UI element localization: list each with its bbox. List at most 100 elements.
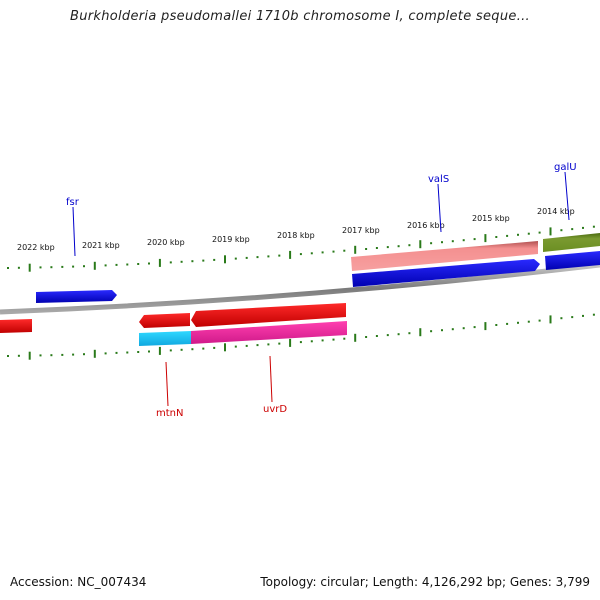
label-galU[interactable]: galU — [554, 162, 577, 173]
inner-scale-minor-tick — [148, 350, 150, 353]
label-fsr[interactable]: fsr — [66, 197, 80, 208]
scale-label-2017: 2017 kbp — [342, 226, 380, 235]
outer-scale-minor-tick — [83, 265, 85, 268]
inner-scale-minor-tick — [278, 342, 281, 345]
forward-strand — [36, 233, 600, 303]
feature-valS-pink[interactable] — [351, 241, 538, 271]
inner-scale-minor-tick — [299, 341, 302, 344]
feature-uvrD-magenta[interactable] — [191, 321, 347, 344]
inner-scale-minor-tick — [397, 333, 400, 336]
inner-scale-minor-tick — [495, 324, 498, 326]
outer-scale-minor-tick — [234, 257, 237, 260]
outer-scale-major-tick — [549, 227, 552, 236]
inner-scale-minor-tick — [386, 334, 389, 337]
feature-mtnN-cyan[interactable] — [139, 331, 191, 346]
inner-scale-major-tick — [549, 315, 552, 324]
scale-labels: 2022 kbp 2021 kbp 2020 kbp 2019 kbp 2018… — [17, 207, 575, 252]
outer-scale-minor-tick — [408, 244, 411, 247]
outer-scale-minor-tick — [50, 266, 53, 269]
inner-scale-minor-tick — [560, 317, 563, 320]
inner-scale-minor-tick — [538, 319, 541, 322]
inner-scale-minor-tick — [571, 316, 574, 319]
outer-scale-ticks — [7, 225, 595, 272]
label-uvrD[interactable]: uvrD — [263, 404, 287, 415]
outer-scale-minor-tick — [343, 249, 346, 252]
inner-scale-minor-tick — [213, 346, 216, 349]
outer-scale-minor-tick — [245, 256, 248, 259]
outer-scale-major-tick — [158, 258, 161, 267]
map-title: Burkholderia pseudomallei 1710b chromoso… — [69, 9, 530, 24]
inner-scale-minor-tick — [104, 352, 107, 355]
gene-mtnN[interactable] — [139, 313, 190, 328]
scale-label-2021: 2021 kbp — [82, 241, 120, 250]
inner-scale-major-tick — [158, 346, 161, 355]
inner-scale-minor-tick — [50, 354, 53, 357]
inner-scale-minor-tick — [234, 345, 237, 348]
inner-scale-minor-tick — [256, 344, 259, 347]
scale-label-2016: 2016 kbp — [407, 221, 445, 230]
outer-scale-minor-tick — [115, 263, 118, 266]
outer-scale-minor-tick — [571, 228, 574, 231]
inner-scale-minor-tick — [462, 327, 465, 330]
outer-scale-minor-tick — [332, 250, 335, 253]
scale-label-2020: 2020 kbp — [147, 238, 185, 247]
label-mtnN[interactable]: mtnN — [156, 408, 183, 419]
inner-scale-minor-tick — [61, 353, 64, 356]
inner-scale-minor-tick — [137, 351, 140, 353]
leader-galU — [564, 171, 570, 221]
scale-label-2022: 2022 kbp — [17, 243, 55, 252]
inner-scale-minor-tick — [72, 353, 75, 356]
outer-scale-minor-tick — [299, 253, 302, 256]
inner-scale-minor-tick — [191, 348, 194, 351]
gene-valS[interactable] — [352, 259, 540, 287]
outer-scale-minor-tick — [213, 258, 216, 261]
inner-scale-minor-tick — [83, 353, 85, 356]
inner-scale-minor-tick — [245, 344, 248, 347]
outer-scale-minor-tick — [39, 266, 42, 269]
outer-scale-minor-tick — [451, 240, 454, 243]
inner-scale-major-tick — [224, 343, 226, 352]
outer-scale-minor-tick — [582, 226, 584, 229]
scale-label-2014: 2014 kbp — [537, 207, 575, 216]
outer-scale-major-tick — [484, 234, 487, 243]
gene-labels: fsr valS galU mtnN uvrD — [66, 162, 577, 419]
inner-scale-minor-tick — [267, 343, 270, 346]
gene-fsr[interactable] — [36, 290, 117, 303]
outer-scale-minor-tick — [560, 229, 563, 232]
gene-uvrD[interactable] — [191, 303, 346, 327]
leader-fsr — [72, 206, 76, 257]
feature-galU-olive[interactable] — [543, 233, 600, 252]
outer-scale-major-tick — [28, 263, 31, 272]
gene-galU[interactable] — [545, 251, 600, 270]
inner-scale-major-tick — [289, 338, 292, 347]
outer-scale-major-tick — [289, 250, 292, 259]
outer-scale-minor-tick — [278, 254, 281, 257]
outer-scale-major-tick — [224, 255, 226, 264]
inner-scale-minor-tick — [343, 337, 346, 340]
outer-scale-minor-tick — [202, 259, 205, 262]
inner-scale-minor-tick — [582, 314, 584, 317]
outer-scale-major-tick — [93, 261, 96, 270]
accession-text: Accession: NC_007434 — [10, 575, 147, 589]
outer-scale-minor-tick — [473, 238, 476, 241]
inner-scale-minor-tick — [115, 351, 118, 354]
outer-scale-minor-tick — [321, 251, 324, 254]
label-valS[interactable]: valS — [428, 174, 449, 185]
inner-scale-minor-tick — [202, 347, 205, 350]
outer-scale-minor-tick — [61, 265, 64, 268]
outer-scale-minor-tick — [527, 232, 530, 235]
genome-backbone — [0, 262, 600, 315]
outer-scale-minor-tick — [375, 247, 378, 249]
inner-scale-minor-tick — [321, 339, 324, 342]
inner-scale-minor-tick — [180, 348, 183, 351]
inner-scale-minor-tick — [365, 336, 368, 338]
outer-scale-minor-tick — [104, 264, 107, 267]
inner-scale-minor-tick — [126, 351, 129, 354]
outer-scale-minor-tick — [72, 265, 75, 268]
gene-left-red[interactable] — [0, 319, 32, 333]
leader-mtnN — [165, 361, 169, 407]
outer-scale-minor-tick — [126, 263, 129, 266]
outer-scale-minor-tick — [310, 252, 313, 255]
scale-label-2015: 2015 kbp — [472, 214, 510, 223]
